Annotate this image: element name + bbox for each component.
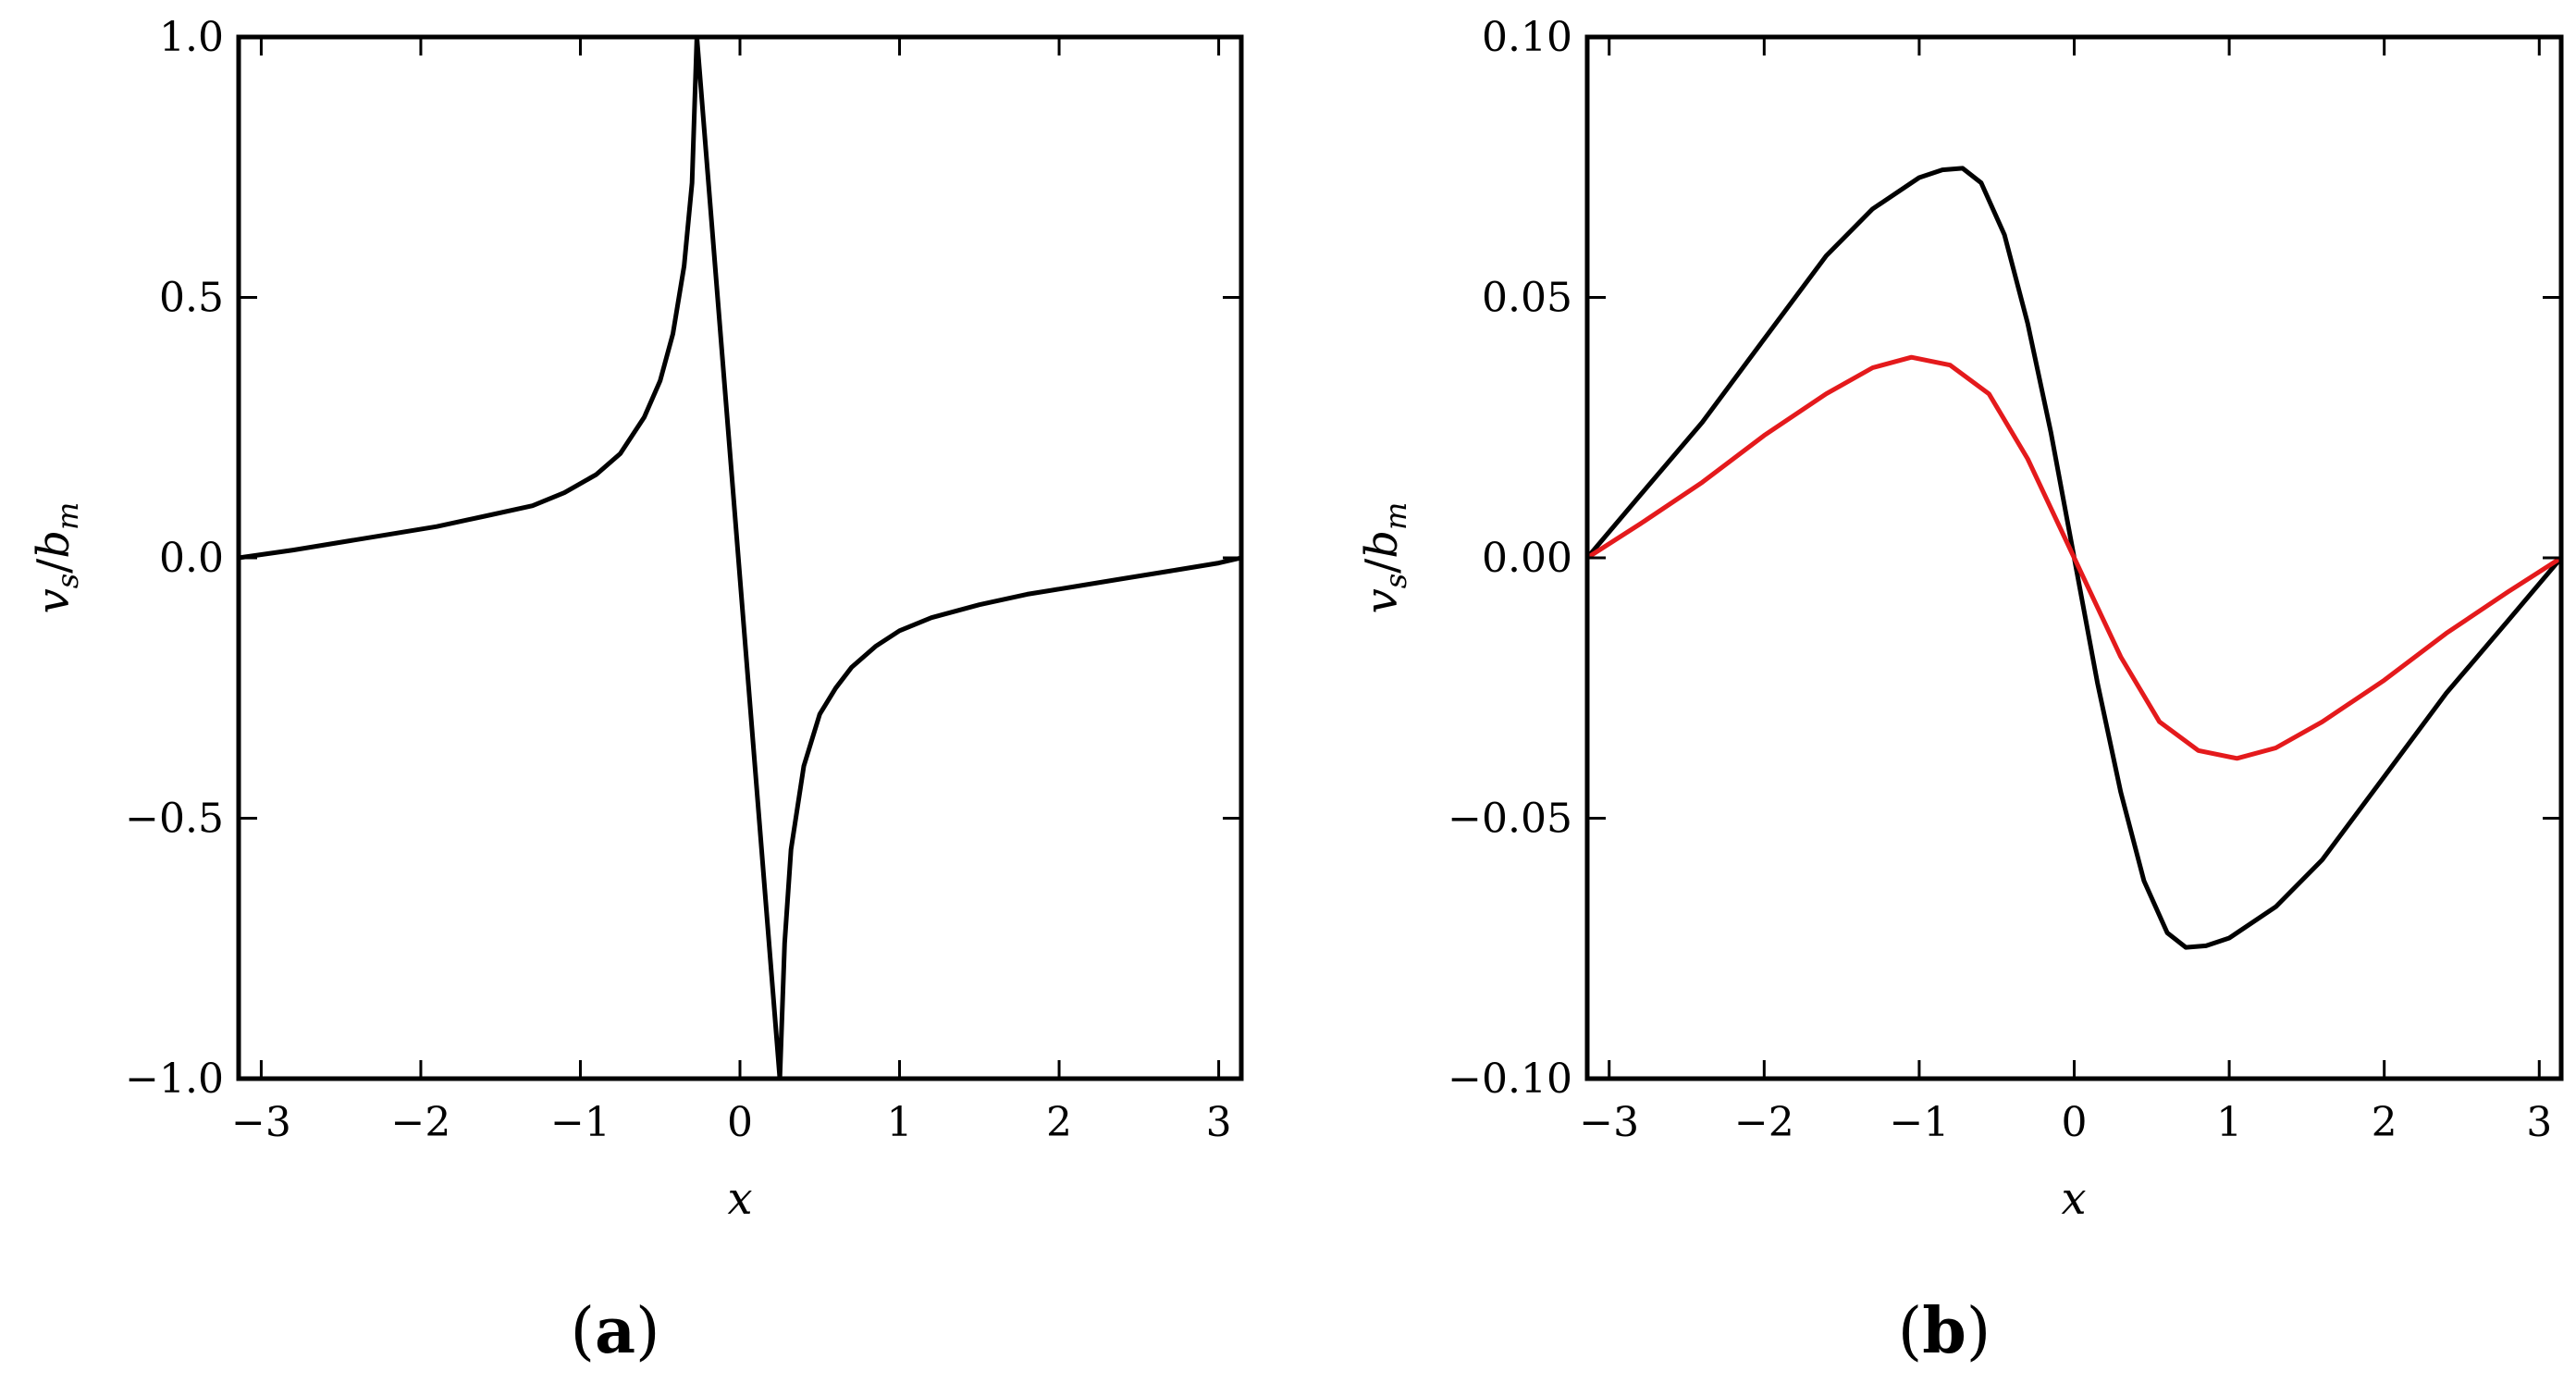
y-tick-label: 0.10 <box>1482 14 1572 61</box>
y-tick-label: −0.5 <box>125 796 224 843</box>
panel-b-yticks: −0.10 −0.05 0.00 0.05 0.10 <box>1448 14 2561 1103</box>
panel-b-label: (b) <box>1898 1294 1991 1368</box>
panel-a-yticks: −1.0 −0.5 0.0 0.5 1.0 <box>125 14 1241 1103</box>
x-tick-label: 0 <box>727 1099 753 1146</box>
x-tick-label: 1 <box>2216 1099 2242 1146</box>
panel-a-label: (a) <box>570 1294 659 1368</box>
x-tick-label: 2 <box>1046 1099 1072 1146</box>
y-tick-label: 0.5 <box>159 275 224 322</box>
x-tick-label: −3 <box>1579 1099 1639 1146</box>
panel-b: −3 −2 −1 0 1 2 3 −0.10 −0.05 0.00 0.05 0.10 x vs/b… <box>1356 14 2564 1368</box>
y-tick-label: 1.0 <box>159 14 224 61</box>
x-tick-label: 3 <box>2526 1099 2552 1146</box>
panel-b-x-axis-label: x <box>2061 1173 2086 1225</box>
x-tick-label: −1 <box>550 1099 610 1146</box>
panel-b-series-layer <box>1584 166 2564 950</box>
panel-a-series-layer <box>236 34 1244 1081</box>
series-line-2 <box>1584 354 2564 761</box>
x-tick-label: −2 <box>391 1099 451 1146</box>
y-tick-label: −0.10 <box>1448 1056 1572 1103</box>
y-tick-label: 0.05 <box>1482 275 1572 322</box>
panel-a-x-axis-label: x <box>727 1173 752 1225</box>
panel-a-y-axis-label: vs/bm <box>28 502 85 614</box>
x-tick-label: −1 <box>1889 1099 1949 1146</box>
panel-a-xticks: −3 −2 −1 0 1 2 3 <box>231 37 1232 1146</box>
x-tick-label: −3 <box>231 1099 291 1146</box>
series-line-1 <box>236 34 1244 1081</box>
panel-b-xticks: −3 −2 −1 0 1 2 3 <box>1579 37 2552 1146</box>
x-tick-label: 2 <box>2372 1099 2397 1146</box>
x-tick-label: 1 <box>887 1099 913 1146</box>
x-tick-label: 3 <box>1206 1099 1232 1146</box>
panel-b-y-axis-label: vs/bm <box>1356 502 1413 614</box>
y-tick-label: 0.00 <box>1482 535 1572 582</box>
panel-a: −3 −2 −1 0 1 2 3 −1.0 −0.5 0.0 0.5 1.0 x vs/bm (a) <box>28 14 1244 1368</box>
x-tick-label: −2 <box>1734 1099 1794 1146</box>
y-tick-label: 0.0 <box>159 535 224 582</box>
x-tick-label: 0 <box>2062 1099 2088 1146</box>
y-tick-label: −0.05 <box>1448 796 1572 843</box>
y-tick-label: −1.0 <box>125 1056 224 1103</box>
